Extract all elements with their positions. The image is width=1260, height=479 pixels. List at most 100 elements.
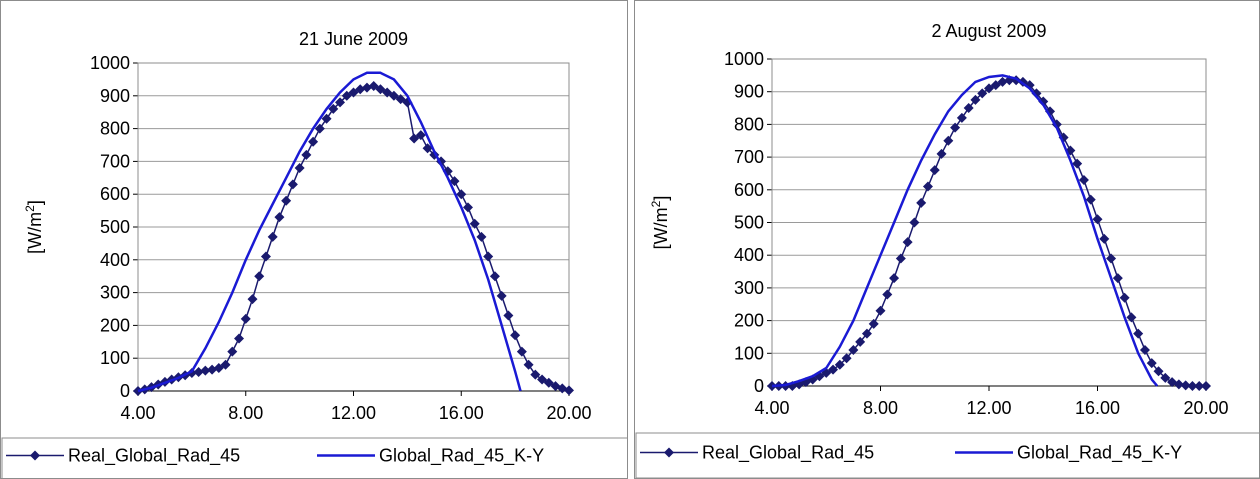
- left-x-tick-label: 4.00: [120, 403, 155, 423]
- right-data-point: [922, 181, 933, 192]
- right-y-tick-label: 1000: [724, 49, 764, 69]
- right-y-tick-label: 200: [734, 311, 764, 331]
- right-data-point: [1173, 379, 1184, 390]
- right-x-tick-label: 16.00: [1075, 398, 1120, 418]
- left-data-point: [516, 346, 527, 357]
- right-y-tick-label: 300: [734, 278, 764, 298]
- right-data-point: [963, 103, 974, 114]
- left-data-point: [361, 82, 372, 93]
- left-data-point: [308, 136, 319, 147]
- right-data-point: [1072, 158, 1083, 169]
- right-data-point: [889, 273, 900, 284]
- right-data-point: [943, 135, 954, 146]
- left-data-point: [503, 310, 514, 321]
- left-data-point: [456, 189, 467, 200]
- right-data-point: [1031, 88, 1042, 99]
- left-data-point: [483, 251, 494, 262]
- right-data-point: [1194, 381, 1205, 391]
- right-y-axis-label: [W/m2]: [649, 196, 671, 250]
- right-data-point: [834, 359, 845, 370]
- left-data-point: [193, 366, 204, 377]
- right-y-tick-label: 600: [734, 180, 764, 200]
- chart-svg-right: 2 August 2009 [W/m2] 0 100 200 300 400 500 600 70…: [635, 21, 1259, 478]
- left-data-point: [321, 113, 332, 124]
- left-y-axis-label: [W/m2]: [23, 200, 45, 254]
- right-x-tick-label: 8.00: [863, 398, 898, 418]
- left-x-tick-label: 16.00: [439, 403, 484, 423]
- left-data-point: [260, 251, 271, 262]
- left-data-point: [543, 377, 554, 388]
- right-y-tick-label: 500: [734, 213, 764, 233]
- left-chart-title: 21 June 2009: [299, 29, 408, 49]
- right-series-line: [772, 79, 1206, 387]
- right-data-point: [1160, 372, 1171, 383]
- right-data-point: [977, 88, 988, 99]
- left-y-tick-label: 400: [100, 250, 130, 270]
- left-data-point: [301, 149, 312, 160]
- left-data-point: [382, 87, 393, 98]
- right-data-point: [1119, 292, 1130, 303]
- right-series-real-global-rad-45: [767, 75, 1211, 391]
- left-data-point: [355, 84, 366, 95]
- right-data-point: [956, 112, 967, 123]
- left-y-tick-label: 800: [100, 119, 130, 139]
- right-data-point: [1180, 380, 1191, 391]
- left-legend: [1, 437, 627, 478]
- left-data-point: [200, 365, 211, 376]
- left-data-point: [462, 202, 473, 213]
- left-data-point: [287, 179, 298, 190]
- right-chart-title: 2 August 2009: [931, 21, 1046, 41]
- right-data-point: [875, 305, 886, 316]
- right-data-point: [1092, 214, 1103, 225]
- left-data-point: [234, 333, 245, 344]
- left-y-tick-label: 700: [100, 151, 130, 171]
- left-data-point: [476, 231, 487, 242]
- right-data-point: [950, 122, 961, 133]
- left-data-point: [415, 130, 426, 141]
- right-x-tick-label: 12.00: [966, 398, 1011, 418]
- right-data-point: [1085, 194, 1096, 205]
- left-data-point: [510, 330, 521, 341]
- right-data-point: [895, 253, 906, 264]
- right-data-point: [1133, 328, 1144, 339]
- left-data-point: [186, 367, 197, 378]
- left-legend-marker-real: [30, 450, 40, 461]
- left-y-tick-label: 500: [100, 217, 130, 237]
- right-legend-label-real: Real_Global_Rad_45: [702, 443, 874, 464]
- left-x-tick-label: 12.00: [331, 403, 376, 423]
- left-y-tick-label: 100: [100, 348, 130, 368]
- right-data-point: [916, 197, 927, 208]
- right-data-point: [1112, 273, 1123, 284]
- left-data-point: [328, 103, 339, 114]
- left-data-point: [274, 212, 285, 223]
- right-data-point: [997, 76, 1008, 87]
- chart-panel-right: 2 August 2009 [W/m2] 0 100 200 300 400 500 600 70…: [634, 0, 1260, 479]
- right-series-line: [771, 74, 1159, 388]
- left-data-point: [207, 364, 218, 375]
- right-y-tick-label: 0: [754, 376, 764, 396]
- left-data-point: [240, 313, 251, 324]
- left-data-point: [564, 385, 574, 396]
- left-data-point: [496, 290, 507, 301]
- left-data-point: [267, 231, 278, 242]
- left-data-point: [348, 87, 359, 98]
- right-data-point: [1139, 345, 1150, 356]
- left-y-tick-label: 200: [100, 315, 130, 335]
- left-data-point: [281, 195, 292, 206]
- right-data-point: [1153, 366, 1164, 377]
- right-data-point: [990, 80, 1001, 91]
- left-data-point: [227, 346, 238, 357]
- left-data-point: [388, 90, 399, 101]
- left-data-point: [489, 271, 500, 282]
- right-y-tick-label: 400: [734, 245, 764, 265]
- right-series-global-rad-45-k-y: [771, 74, 1159, 388]
- left-y-tick-label: 600: [100, 184, 130, 204]
- right-y-tick-label: 900: [734, 82, 764, 102]
- right-data-point: [1187, 381, 1198, 391]
- right-x-tick-label: 4.00: [754, 398, 789, 418]
- right-x-tick-label: 20.00: [1183, 398, 1228, 418]
- right-data-point: [1038, 96, 1049, 107]
- right-data-point: [848, 345, 859, 356]
- right-y-tick-label: 700: [734, 147, 764, 167]
- left-x-tick-label: 8.00: [228, 403, 263, 423]
